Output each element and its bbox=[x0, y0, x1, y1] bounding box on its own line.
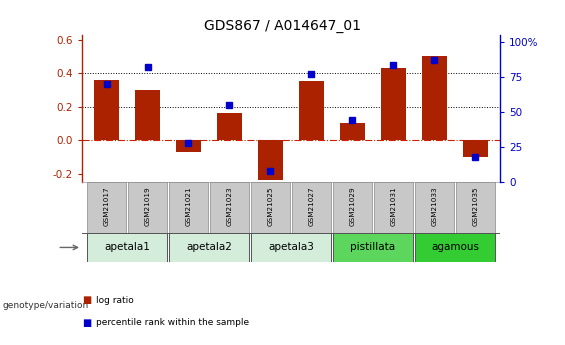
Bar bbox=[87, 233, 167, 262]
Text: GSM21027: GSM21027 bbox=[308, 186, 315, 226]
Text: log ratio: log ratio bbox=[96, 296, 134, 305]
Bar bbox=[251, 233, 331, 262]
Text: apetala3: apetala3 bbox=[268, 242, 314, 252]
Bar bbox=[258, 140, 282, 180]
Bar bbox=[169, 182, 208, 233]
Text: GSM21029: GSM21029 bbox=[350, 186, 355, 226]
Text: agamous: agamous bbox=[431, 242, 479, 252]
Bar bbox=[415, 233, 495, 262]
Text: GSM21031: GSM21031 bbox=[390, 186, 397, 226]
Text: GSM21017: GSM21017 bbox=[103, 186, 110, 226]
Bar bbox=[333, 233, 413, 262]
Bar bbox=[422, 56, 447, 140]
Bar bbox=[415, 182, 454, 233]
Text: GSM21025: GSM21025 bbox=[267, 186, 273, 226]
Text: GSM21021: GSM21021 bbox=[185, 186, 192, 226]
Text: GSM21035: GSM21035 bbox=[472, 186, 479, 226]
Text: pistillata: pistillata bbox=[350, 242, 396, 252]
Bar bbox=[340, 124, 365, 140]
Bar bbox=[299, 81, 324, 140]
Bar bbox=[176, 140, 201, 152]
Bar bbox=[210, 182, 249, 233]
Bar bbox=[292, 182, 331, 233]
Text: genotype/variation: genotype/variation bbox=[3, 301, 89, 310]
Bar bbox=[94, 80, 119, 140]
Text: GSM21033: GSM21033 bbox=[432, 186, 437, 226]
Bar bbox=[87, 182, 126, 233]
Bar bbox=[128, 182, 167, 233]
Bar bbox=[217, 113, 242, 140]
Bar bbox=[333, 182, 372, 233]
Bar bbox=[381, 68, 406, 140]
Text: ■: ■ bbox=[82, 318, 91, 327]
Text: apetala2: apetala2 bbox=[186, 242, 232, 252]
Bar bbox=[456, 182, 495, 233]
Text: apetala1: apetala1 bbox=[104, 242, 150, 252]
Bar bbox=[374, 182, 413, 233]
Text: GSM21019: GSM21019 bbox=[145, 186, 150, 226]
Text: GDS867 / A014647_01: GDS867 / A014647_01 bbox=[204, 19, 361, 33]
Text: GSM21023: GSM21023 bbox=[227, 186, 232, 226]
Text: ■: ■ bbox=[82, 295, 91, 305]
Bar bbox=[135, 90, 160, 140]
Bar bbox=[463, 140, 488, 157]
Bar bbox=[251, 182, 290, 233]
Text: percentile rank within the sample: percentile rank within the sample bbox=[96, 318, 249, 327]
Bar bbox=[169, 233, 249, 262]
